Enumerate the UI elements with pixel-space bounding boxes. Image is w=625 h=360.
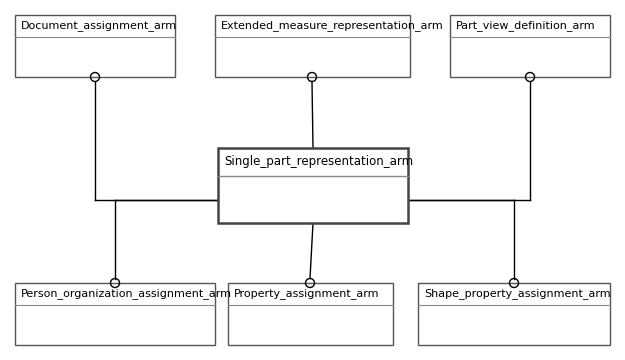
Bar (215, 15, 410, 77)
Text: Single_part_representation_arm: Single_part_representation_arm (224, 156, 413, 168)
Bar (218, 148, 408, 223)
Text: Person_organization_assignment_arm: Person_organization_assignment_arm (21, 289, 232, 300)
Bar (228, 283, 393, 345)
Bar (15, 15, 175, 77)
Text: Document_assignment_arm: Document_assignment_arm (21, 21, 177, 31)
Text: Property_assignment_arm: Property_assignment_arm (234, 289, 379, 300)
Text: Extended_measure_representation_arm: Extended_measure_representation_arm (221, 21, 444, 31)
Bar (418, 283, 610, 345)
Bar (15, 283, 215, 345)
Bar (450, 15, 610, 77)
Text: Part_view_definition_arm: Part_view_definition_arm (456, 21, 596, 31)
Text: Shape_property_assignment_arm: Shape_property_assignment_arm (424, 289, 611, 300)
